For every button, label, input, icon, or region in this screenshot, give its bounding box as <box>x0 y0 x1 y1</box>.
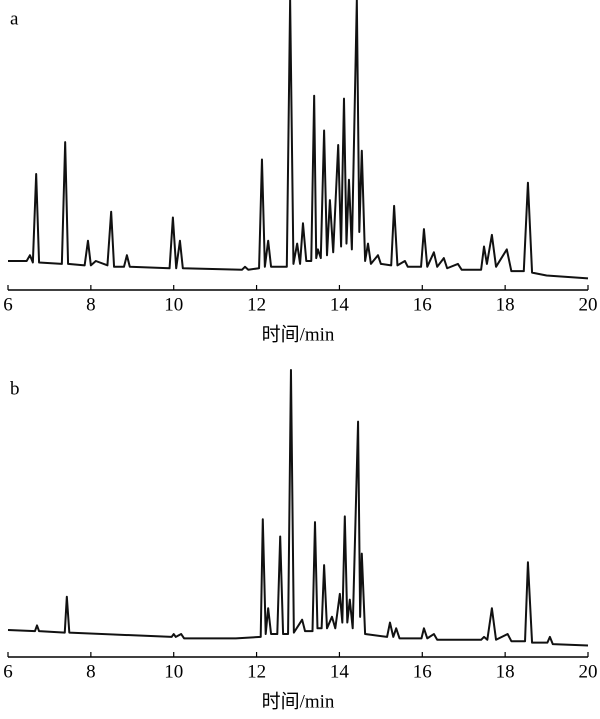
x-tick-label: 12 <box>247 661 266 682</box>
x-tick-label: 16 <box>413 294 432 315</box>
x-tick-label: 20 <box>579 294 598 315</box>
x-tick-label: 8 <box>86 661 96 682</box>
x-tick-label: 12 <box>247 294 266 315</box>
x-tick-label: 20 <box>579 661 598 682</box>
x-tick-label: 10 <box>164 661 183 682</box>
x-axis-title: 时间/min <box>262 690 335 712</box>
panel-label: b <box>10 378 20 399</box>
panel-label: a <box>10 8 19 29</box>
x-tick-label: 14 <box>330 294 350 315</box>
x-tick-label: 8 <box>86 294 96 315</box>
x-tick-label: 18 <box>496 294 515 315</box>
chromatogram-trace <box>8 0 589 280</box>
x-tick-label: 14 <box>330 661 350 682</box>
x-tick-label: 6 <box>3 294 13 315</box>
x-tick-label: 16 <box>413 661 432 682</box>
x-tick-label: 6 <box>3 661 13 682</box>
x-tick-label: 10 <box>164 294 183 315</box>
x-axis-title: 时间/min <box>262 323 335 345</box>
chromatogram-trace <box>7 369 589 647</box>
x-tick-label: 18 <box>496 661 515 682</box>
